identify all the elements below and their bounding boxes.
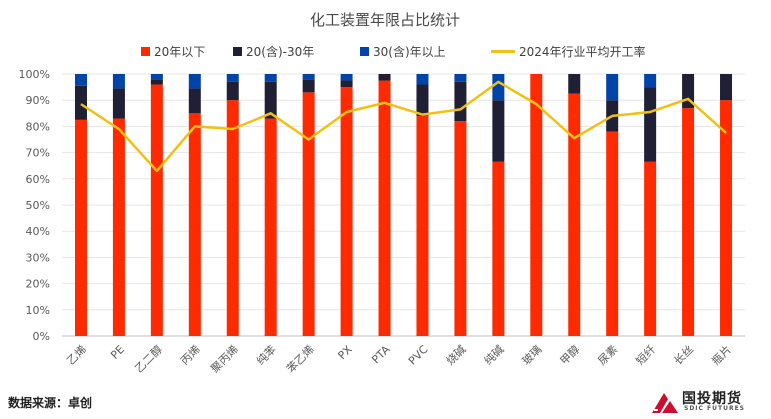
x-tick-label: PVC xyxy=(406,343,431,368)
y-tick-label: 60% xyxy=(26,173,50,186)
utilization-line xyxy=(80,80,727,173)
legend-label: 20年以下 xyxy=(154,45,205,59)
legend-label: 20(含)-30年 xyxy=(246,44,314,59)
legend: 20年以下 20(含)-30年 30(含)年以上 2024年行业平均开工率 xyxy=(141,44,646,59)
x-axis: 乙烯 PE 乙二醇 丙烯 聚丙烯 纯苯 苯乙烯 PX PTA PVC 烧碱 纯碱 玻璃 甲醇 尿素 短纤 长丝瓶… xyxy=(64,342,734,375)
bar-segment xyxy=(378,80,391,336)
bar-segment xyxy=(720,74,733,101)
bar-segment xyxy=(606,131,619,336)
bar-segment xyxy=(682,108,695,336)
bar-segment xyxy=(150,74,163,80)
y-tick-label: 0% xyxy=(33,330,50,343)
logo-mark-icon xyxy=(652,393,678,413)
bar-segment xyxy=(568,74,581,94)
y-tick-label: 100% xyxy=(19,68,50,81)
x-tick-label: PX xyxy=(335,343,355,363)
bar-segment xyxy=(188,113,201,336)
x-tick-label: 烧碱 xyxy=(444,343,469,368)
bar-segment xyxy=(644,161,657,336)
x-tick-label: PTA xyxy=(369,343,393,367)
bar-segment xyxy=(226,100,239,336)
y-tick-label: 90% xyxy=(26,94,50,107)
bar-segment xyxy=(378,74,391,81)
bar-segment xyxy=(454,81,467,122)
logo-text-en: SDIC FUTURES xyxy=(684,405,746,412)
bar-segment xyxy=(188,88,201,114)
x-tick-label: 短纤 xyxy=(633,342,658,367)
line-series xyxy=(80,80,727,173)
bar-segment xyxy=(454,74,467,82)
bar-segment xyxy=(302,79,315,93)
bar-segment xyxy=(150,84,163,336)
y-tick-label: 30% xyxy=(26,251,50,264)
bar-segment xyxy=(568,93,581,337)
bar-segment xyxy=(74,119,87,336)
bar-segment xyxy=(454,121,467,336)
x-tick-label: 玻璃 xyxy=(519,342,544,367)
bar-segment xyxy=(264,118,277,336)
y-tick-label: 80% xyxy=(26,120,50,133)
x-tick-label: 长丝 xyxy=(671,343,696,368)
x-tick-label: 甲醇 xyxy=(557,342,582,367)
bar-segment xyxy=(188,74,201,89)
x-tick-label: 聚丙烯 xyxy=(208,343,241,376)
bar-segment xyxy=(302,74,315,80)
bar-segment xyxy=(150,79,163,85)
bar-segment xyxy=(644,74,657,88)
bar-segment xyxy=(416,84,429,116)
bar-segment xyxy=(112,88,125,119)
bar-segment xyxy=(606,74,619,101)
bar-segment xyxy=(340,87,353,336)
x-tick-label: 瓶片 xyxy=(709,342,734,367)
legend-swatch xyxy=(233,47,242,56)
bar-segment xyxy=(302,92,315,336)
x-tick-label: 纯苯 xyxy=(253,342,278,367)
x-tick-label: 纯碱 xyxy=(482,343,507,368)
y-tick-label: 70% xyxy=(26,147,50,160)
x-tick-label: PE xyxy=(108,343,127,362)
x-tick-label: 乙二醇 xyxy=(132,342,165,375)
bar-segment xyxy=(530,74,543,336)
bar-segment xyxy=(416,115,429,336)
bar-segment xyxy=(264,74,277,82)
bar-segment xyxy=(340,80,353,88)
legend-label: 2024年行业平均开工率 xyxy=(519,44,646,59)
chart-title: 化工装置年限占比统计 xyxy=(310,11,460,29)
legend-swatch xyxy=(141,47,150,56)
bar-segment xyxy=(340,74,353,81)
bar-segment xyxy=(492,74,505,101)
y-tick-label: 40% xyxy=(26,225,50,238)
bar-segment xyxy=(74,85,87,120)
legend-label: 30(含)年以上 xyxy=(373,44,446,59)
bar-segment xyxy=(74,74,87,86)
bar-segment xyxy=(416,74,429,85)
bar-segment xyxy=(226,74,239,82)
logo-text-cn: 国投期货 xyxy=(682,391,742,407)
bar-segment xyxy=(112,118,125,336)
bar-segment xyxy=(492,161,505,336)
bar-segment xyxy=(112,74,125,89)
x-tick-label: 乙烯 xyxy=(64,343,89,368)
bar-segment xyxy=(264,81,277,119)
brand-logo: 国投期货 SDIC FUTURES xyxy=(650,388,765,416)
y-axis: 0% 10% 20% 30% 40% 50% 60% 70% 80% 90% 100% xyxy=(19,68,745,343)
bar-segment xyxy=(720,100,733,336)
x-tick-label: 尿素 xyxy=(596,343,621,368)
bar-series xyxy=(74,74,733,337)
y-tick-label: 10% xyxy=(26,304,50,317)
bar-segment xyxy=(644,87,657,162)
y-tick-label: 20% xyxy=(26,278,50,291)
x-tick-label: 苯乙烯 xyxy=(284,342,317,375)
legend-swatch xyxy=(360,47,369,56)
bar-segment xyxy=(226,81,239,101)
bar-segment xyxy=(492,100,505,162)
y-tick-label: 50% xyxy=(26,199,50,212)
x-tick-label: 丙烯 xyxy=(178,343,203,368)
source-note: 数据来源：卓创 xyxy=(8,396,93,410)
